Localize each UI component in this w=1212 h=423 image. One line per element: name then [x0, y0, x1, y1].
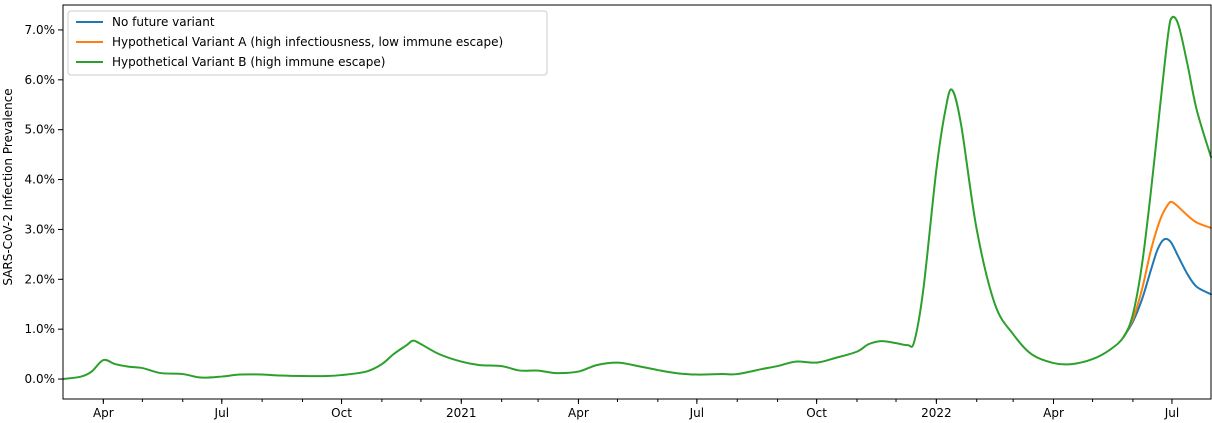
y-axis-label: SARS-CoV-2 Infection Prevalence [1, 88, 15, 285]
x-tick-label: Jul [689, 406, 704, 420]
plot-frame [62, 4, 1212, 400]
y-tick-label: 0.0% [25, 372, 56, 386]
x-tick-label: Jul [214, 406, 229, 420]
x-tick-label: 2022 [921, 406, 952, 420]
series-line-0 [1122, 237, 1212, 338]
x-tick-label: Apr [568, 406, 589, 420]
y-tick-label: 5.0% [25, 123, 56, 137]
y-tick-label: 4.0% [25, 173, 56, 187]
y-tick-label: 2.0% [25, 272, 56, 286]
legend-box [67, 10, 548, 76]
series-line-1 [1122, 200, 1212, 338]
plot-area [62, 4, 1212, 400]
y-tick-label: 6.0% [25, 73, 56, 87]
x-axis: Apr Jul Oct 2021 Apr Jul Oct 2022 Apr Jul [93, 399, 1179, 420]
y-tick-label: 7.0% [25, 23, 56, 37]
y-tick-label: 1.0% [25, 322, 56, 336]
y-axis: 0.0% 1.0% 2.0% 3.0% 4.0% 5.0% 6.0% 7.0% [25, 23, 63, 386]
legend-label-2: Hypothetical Variant B (high immune esca… [112, 55, 385, 69]
x-tick-label: Jul [1164, 406, 1179, 420]
x-tick-label: Apr [93, 406, 114, 420]
x-tick-label: Apr [1043, 406, 1064, 420]
x-tick-label: Oct [331, 406, 352, 420]
x-tick-label: Oct [806, 406, 827, 420]
series-layer [63, 15, 1212, 381]
legend-label-1: Hypothetical Variant A (high infectiousn… [112, 35, 503, 49]
series-line-2 [63, 15, 1212, 381]
x-tick-label: 2021 [446, 406, 477, 420]
legend: No future variant Hypothetical Variant A … [67, 10, 548, 76]
y-tick-label: 3.0% [25, 222, 56, 236]
legend-label-0: No future variant [112, 15, 215, 29]
